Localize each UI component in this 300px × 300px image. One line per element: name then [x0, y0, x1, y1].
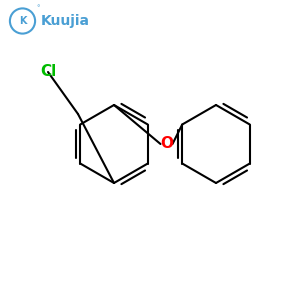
Text: °: °: [37, 5, 40, 11]
Text: Kuujia: Kuujia: [41, 14, 90, 28]
Text: K: K: [19, 16, 26, 26]
Text: O: O: [160, 136, 173, 152]
Text: Cl: Cl: [40, 64, 56, 80]
